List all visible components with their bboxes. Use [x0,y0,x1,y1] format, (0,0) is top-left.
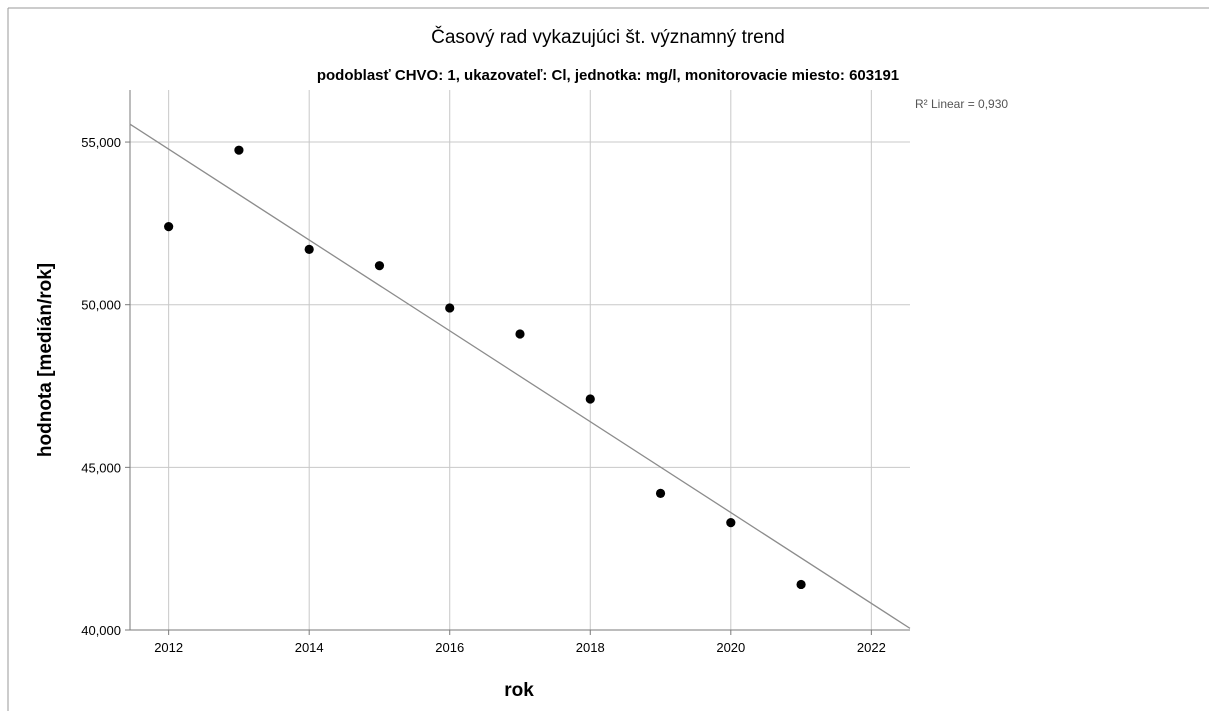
x-tick-label: 2012 [154,640,183,655]
data-points [164,145,806,590]
x-tick-label: 2022 [857,640,886,655]
x-tick-label: 2016 [435,640,464,655]
y-tick-labels: 40,000 45,000 50,000 55,000 [81,135,121,638]
x-tick-labels: 2012 2014 2016 2018 2020 2022 [154,640,886,655]
y-tick-label: 55,000 [81,135,121,150]
chart-subtitle: podoblasť CHVO: 1, ukazovateľ: Cl, jedno… [317,67,899,84]
data-point [304,244,314,254]
x-tick-label: 2018 [576,640,605,655]
data-point [445,303,455,313]
y-tick-label: 50,000 [81,298,121,313]
data-point [796,579,806,590]
x-tick-label: 2020 [716,640,745,655]
x-tick-label: 2014 [295,640,324,655]
data-point [374,261,385,271]
chart-title: Časový rad vykazujúci št. významný trend [431,26,785,48]
data-point [655,488,666,498]
data-point [515,329,525,339]
fit-line-group [129,123,911,629]
data-point [726,518,736,528]
data-point [585,394,595,404]
y-tick-label: 45,000 [81,460,121,475]
grid-lines [130,90,910,631]
y-axis-label: hodnota [medián/rok] [35,263,56,457]
fit-annotation: R² Linear = 0,930 [915,97,1008,111]
axes [125,90,910,635]
linear-fit-line [129,123,911,629]
data-point [234,145,244,155]
x-axis-label: rok [504,680,534,701]
data-point [164,222,174,232]
y-tick-label: 40,000 [81,623,121,638]
